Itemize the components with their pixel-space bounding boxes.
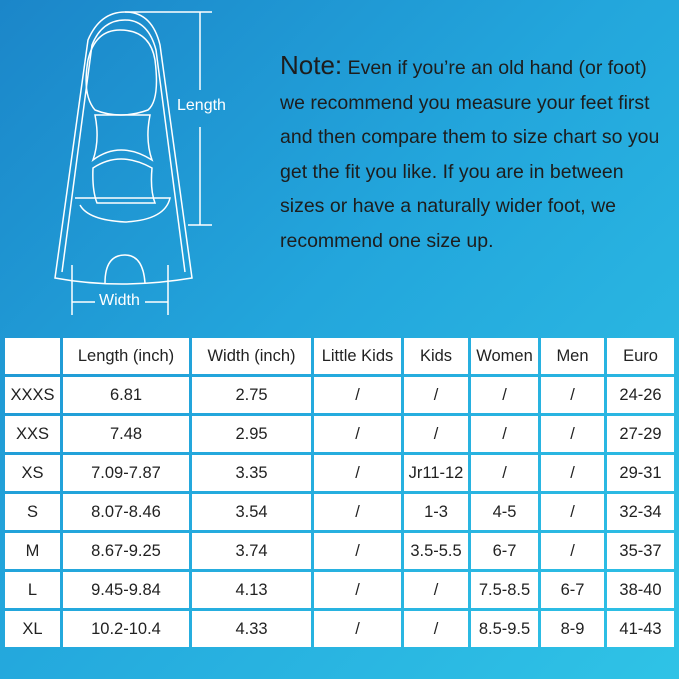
table-cell: 41-43	[607, 611, 674, 647]
table-cell: 24-26	[607, 377, 674, 413]
table-cell: /	[541, 533, 604, 569]
table-cell: 7.5-8.5	[471, 572, 538, 608]
table-cell: /	[471, 455, 538, 491]
table-cell: 7.48	[63, 416, 189, 452]
table-row: XXXS 6.81 2.75// //24-26	[5, 377, 674, 413]
table-cell: L	[5, 572, 60, 608]
table-row: XXS 7.48 2.95// //27-29	[5, 416, 674, 452]
table-cell: 3.74	[192, 533, 311, 569]
length-label: Length	[177, 97, 226, 114]
table-header-cell: Euro	[607, 338, 674, 374]
table-cell: 1-3	[404, 494, 468, 530]
fin-lower-panel	[92, 158, 157, 204]
table-cell: 8.07-8.46	[63, 494, 189, 530]
table-cell: /	[541, 494, 604, 530]
table-cell: S	[5, 494, 60, 530]
table-cell: 3.54	[192, 494, 311, 530]
table-cell: 6-7	[541, 572, 604, 608]
table-cell: /	[471, 416, 538, 452]
table-header-row: Length (inch) Width (inch) Little Kids Kids…	[5, 338, 674, 374]
note-heading: Note:	[280, 50, 343, 80]
fin-heel-arch	[104, 254, 146, 284]
table-cell: XL	[5, 611, 60, 647]
table-cell: /	[314, 611, 401, 647]
fin-inner-outline	[61, 19, 186, 273]
fin-outer-outline	[54, 11, 193, 285]
table-header-cell: Little Kids	[314, 338, 401, 374]
table-cell: /	[541, 455, 604, 491]
size-chart-table: Length (inch) Width (inch) Little Kids Kids…	[2, 335, 677, 650]
table-cell: /	[314, 455, 401, 491]
table-row: XS 7.09-7.87 3.35/Jr11-12//29-31	[5, 455, 674, 491]
table-header-cell: Length (inch)	[63, 338, 189, 374]
table-cell: M	[5, 533, 60, 569]
table-cell: /	[471, 377, 538, 413]
table-cell: 7.09-7.87	[63, 455, 189, 491]
table-cell: 2.75	[192, 377, 311, 413]
table-cell: 27-29	[607, 416, 674, 452]
table-cell: 10.2-10.4	[63, 611, 189, 647]
fin-heel-strap	[75, 197, 171, 223]
table-row: S 8.07-8.46 3.54/1-3 4-5/32-34	[5, 494, 674, 530]
table-cell: 29-31	[607, 455, 674, 491]
table-header-cell: Women	[471, 338, 538, 374]
note-paragraph: Note: Even if you’re an old hand (or foo…	[280, 48, 670, 258]
table-cell: 9.45-9.84	[63, 572, 189, 608]
table-row: L 9.45-9.84 4.13//7.5-8.5 6-7 38-40	[5, 572, 674, 608]
foot-pocket	[85, 29, 158, 116]
table-row: M 8.67-9.25 3.74/3.5-5.5 6-7/35-37	[5, 533, 674, 569]
table-cell: 4.13	[192, 572, 311, 608]
table-row: XL 10.2-10.4 4.33//8.5-9.5 8-9 41-43	[5, 611, 674, 647]
table-cell: /	[314, 533, 401, 569]
table-cell: /	[404, 377, 468, 413]
width-label: Width	[99, 292, 140, 309]
table-header-cell: Kids	[404, 338, 468, 374]
table-cell: /	[541, 377, 604, 413]
table-cell: 6.81	[63, 377, 189, 413]
fin-middle-panel	[91, 114, 154, 163]
table-cell: Jr11-12	[404, 455, 468, 491]
table-header-cell: Width (inch)	[192, 338, 311, 374]
table-cell: /	[404, 572, 468, 608]
table-cell: XS	[5, 455, 60, 491]
table-cell: XXXS	[5, 377, 60, 413]
table-cell: /	[314, 416, 401, 452]
table-cell: 8.5-9.5	[471, 611, 538, 647]
table-header-cell	[5, 338, 60, 374]
note-text: Even if you’re an old hand (or foot) we …	[280, 57, 660, 252]
table-cell: 38-40	[607, 572, 674, 608]
table-cell: /	[314, 494, 401, 530]
table-cell: /	[404, 611, 468, 647]
table-cell: 3.5-5.5	[404, 533, 468, 569]
fin-outline-diagram	[54, 11, 212, 315]
table-cell: 35-37	[607, 533, 674, 569]
table-cell: 4-5	[471, 494, 538, 530]
table-cell: 8-9	[541, 611, 604, 647]
table-cell: /	[314, 572, 401, 608]
table-header-cell: Men	[541, 338, 604, 374]
table-cell: 3.35	[192, 455, 311, 491]
table-cell: 32-34	[607, 494, 674, 530]
table-cell: XXS	[5, 416, 60, 452]
table-cell: 2.95	[192, 416, 311, 452]
table-cell: 6-7	[471, 533, 538, 569]
table-cell: 4.33	[192, 611, 311, 647]
table-cell: /	[314, 377, 401, 413]
table-cell: 8.67-9.25	[63, 533, 189, 569]
table-cell: /	[541, 416, 604, 452]
table-cell: /	[404, 416, 468, 452]
